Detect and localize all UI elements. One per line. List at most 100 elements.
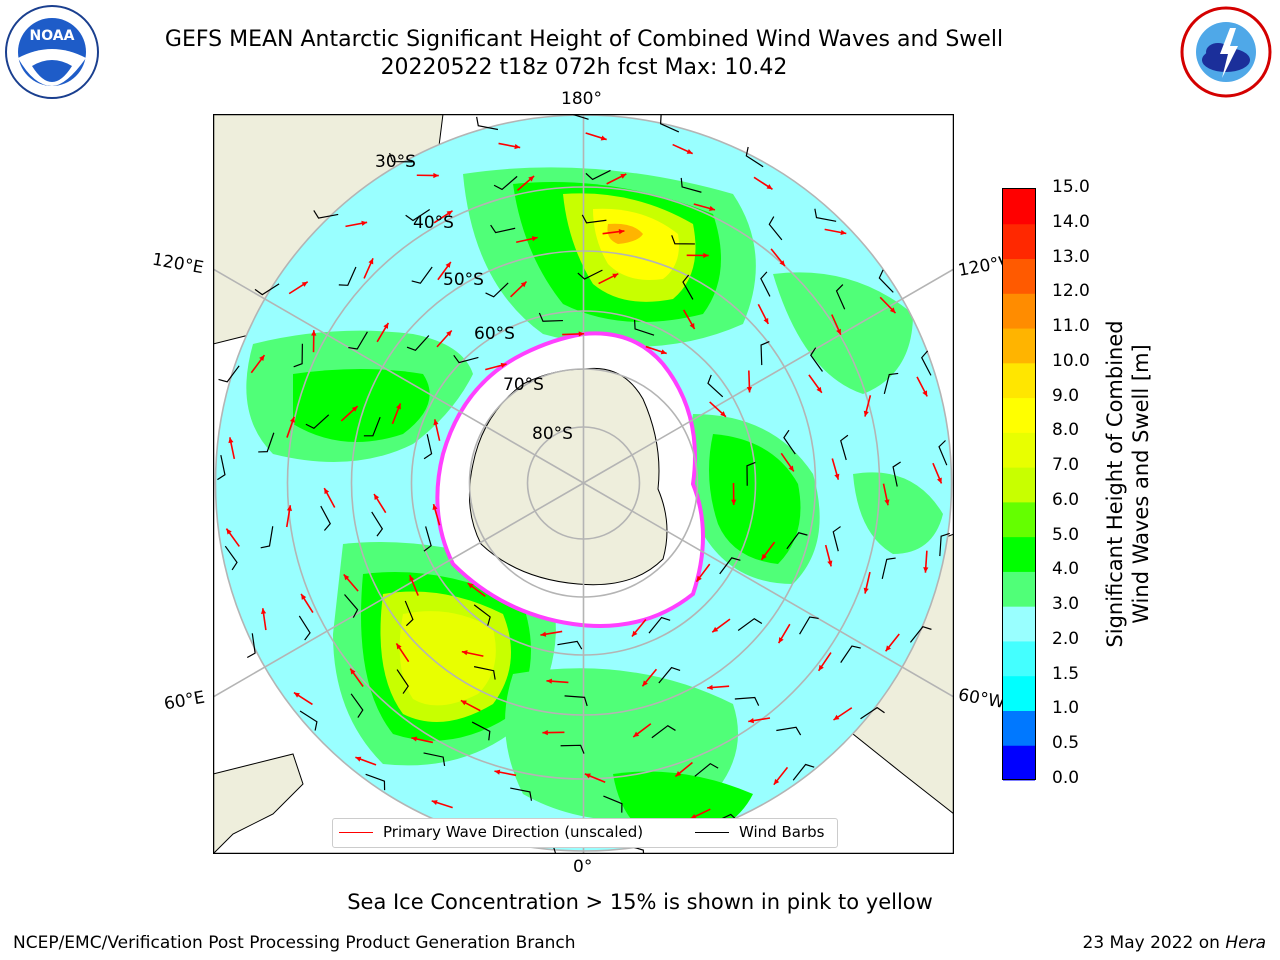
- wind-barb: [881, 557, 896, 579]
- lon-label-60w: 60°W: [956, 685, 1007, 713]
- wave-arrow-head: [936, 477, 942, 484]
- wind-barb: [682, 274, 694, 300]
- wind-barb: [786, 532, 808, 550]
- map-legend: Primary Wave Direction (unscaled) Wind B…: [332, 818, 838, 848]
- wind-barb: [471, 721, 491, 741]
- wave-arrow-head: [500, 362, 507, 368]
- wind-barb: [493, 175, 518, 191]
- wind-barb: [423, 526, 432, 552]
- colorbar-tick-label: 5.0: [1052, 524, 1080, 545]
- footer-date-text: 23 May 2022 on: [1082, 933, 1226, 953]
- wind-barb: [344, 594, 359, 618]
- wave-arrow-head: [686, 149, 693, 154]
- wave-arrow-head: [818, 664, 824, 671]
- wave-arrow-head: [834, 473, 840, 480]
- colorbar-title: Significant Height of Combined Wind Wave…: [1102, 320, 1154, 647]
- lon-label-180: 180°: [561, 89, 602, 109]
- wave-arrow-head: [461, 650, 468, 656]
- colorbar-title-line-1: Significant Height of Combined: [1103, 320, 1127, 648]
- wave-arrow-head: [863, 587, 869, 594]
- colorbar-band: [1003, 293, 1035, 329]
- wind-barb: [603, 795, 623, 813]
- wave-arrow-head: [446, 210, 453, 216]
- wind-barb: [737, 617, 763, 632]
- wind-barb: [768, 216, 783, 241]
- wind-barb: [734, 696, 760, 706]
- wave-arrow-head: [228, 437, 234, 444]
- lon-label-120e: 120°E: [150, 249, 206, 279]
- wind-barb: [365, 773, 386, 791]
- wind-barb: [485, 282, 509, 298]
- wave-arrow-head: [827, 560, 833, 567]
- wave-arrow-head: [433, 419, 439, 426]
- wind-barb: [585, 169, 611, 181]
- wave-arrow-head: [350, 668, 356, 675]
- lat-label-50s: 50°S: [443, 270, 484, 290]
- colorbar-tick-label: 4.0: [1052, 559, 1080, 580]
- wave-arrow-head: [260, 608, 267, 614]
- wind-barb: [799, 616, 819, 635]
- wave-arrow-head: [396, 643, 402, 650]
- wind-barb: [648, 616, 671, 634]
- wave-arrow-head: [885, 645, 892, 652]
- wave-arrow-head: [748, 718, 755, 724]
- wave-arrow-head: [467, 583, 474, 589]
- wind-barb: [577, 269, 603, 280]
- wind-barb: [260, 526, 274, 549]
- wind-barb: [218, 365, 240, 383]
- colorbar-band: [1003, 328, 1035, 364]
- legend-wave-label: Primary Wave Direction (unscaled): [383, 823, 644, 841]
- wave-arrow-head: [642, 680, 648, 687]
- wave-arrow-head: [259, 355, 265, 362]
- wind-barb: [293, 343, 303, 368]
- map-border: [213, 114, 954, 854]
- chart-title: GEFS MEAN Antarctic Significant Height o…: [0, 26, 1168, 82]
- wave-arrow-head: [779, 260, 785, 267]
- wave-arrow-head: [301, 281, 308, 287]
- wave-arrow-head: [431, 800, 438, 806]
- wave-arrow-head: [703, 252, 709, 259]
- colorbar-band: [1003, 571, 1035, 607]
- wave-arrow-head: [690, 813, 697, 819]
- wind-barb: [406, 335, 430, 352]
- wind-barb: [217, 455, 226, 481]
- wind-barb: [246, 633, 256, 659]
- wave-arrow-head: [494, 769, 501, 775]
- colorbar-tick-label: 0.0: [1052, 768, 1080, 788]
- sea-ice-note: Sea Ice Concentration > 15% is shown in …: [347, 890, 933, 914]
- colorbar-tick-label: 15.0: [1052, 177, 1090, 197]
- nws-logo-icon: [1180, 6, 1272, 98]
- wave-arrow-head: [289, 416, 295, 423]
- colorbar-tick-label: 3.0: [1052, 594, 1080, 615]
- colorbar-band: [1003, 501, 1035, 538]
- wave-arrow-head: [600, 135, 607, 141]
- wave-arrow-head: [773, 778, 780, 785]
- colorbar-tick-label: 14.0: [1052, 211, 1090, 232]
- wind-barb: [909, 626, 932, 643]
- colorbar: [1002, 188, 1036, 781]
- wave-arrow-head: [840, 229, 847, 236]
- wind-barb: [538, 312, 563, 322]
- wave-arrow-head: [833, 714, 840, 720]
- wave-arrow-head: [696, 575, 702, 582]
- lon-label-0: 0°: [573, 857, 593, 877]
- lat-label-70s: 70°S: [503, 375, 544, 395]
- wind-barb: [680, 177, 702, 193]
- wave-line-icon: [339, 832, 373, 833]
- colorbar-tick-label: 0.5: [1052, 733, 1080, 754]
- wind-barb: [350, 693, 364, 718]
- wave-arrow-head: [689, 322, 695, 329]
- wave-arrow-head: [396, 403, 401, 410]
- colorbar-band: [1003, 536, 1035, 572]
- wave-arrow-head: [546, 678, 553, 684]
- wave-arrow-head: [578, 331, 585, 337]
- colorbar-band: [1003, 258, 1035, 294]
- legend-item-wave: Primary Wave Direction (unscaled): [339, 823, 643, 841]
- map-panel: [213, 114, 954, 854]
- wind-barb: [473, 666, 496, 680]
- wind-barb: [840, 434, 849, 461]
- colorbar-band: [1003, 745, 1035, 781]
- wind-barb: [760, 271, 771, 297]
- wave-arrow-head: [618, 229, 625, 235]
- wave-arrow-head: [712, 626, 719, 633]
